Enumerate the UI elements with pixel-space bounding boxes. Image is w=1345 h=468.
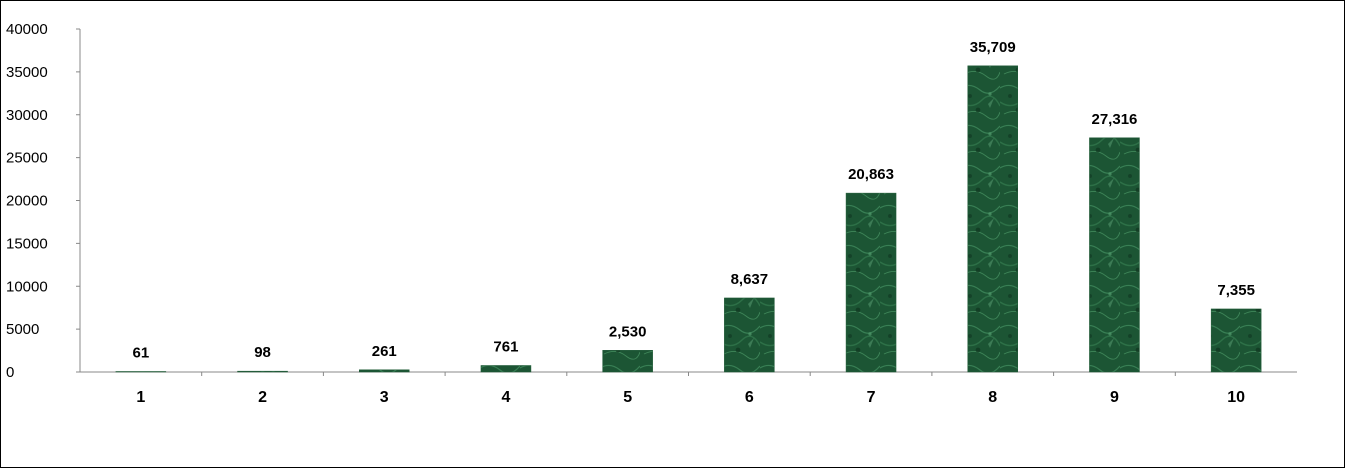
x-tick-label: 9 xyxy=(1110,389,1119,406)
x-tick-label: 6 xyxy=(745,389,754,406)
y-tick-label: 0 xyxy=(6,364,14,381)
bars xyxy=(115,65,1262,373)
data-label: 35,709 xyxy=(970,39,1016,56)
data-label: 20,863 xyxy=(848,166,894,183)
data-label: 8,637 xyxy=(731,271,769,288)
data-label: 27,316 xyxy=(1092,111,1138,128)
bar xyxy=(602,350,653,373)
bar xyxy=(1089,137,1140,373)
x-tick-label: 3 xyxy=(380,389,389,406)
y-tick-label: 40000 xyxy=(6,21,48,38)
data-label: 761 xyxy=(493,338,518,355)
y-tick-label: 10000 xyxy=(6,278,48,295)
bar xyxy=(845,192,897,373)
bar xyxy=(1210,308,1262,373)
y-tick-label: 25000 xyxy=(6,150,48,167)
x-tick-label: 4 xyxy=(501,389,510,406)
data-labels: 61 98 261 761 2,530 8,637 20,863 35,709 27,316 7,… xyxy=(133,39,1255,362)
bar xyxy=(359,369,410,373)
x-tick-label: 7 xyxy=(867,389,876,406)
data-label: 61 xyxy=(133,344,150,361)
x-ticks: 1 2 3 4 5 6 7 8 9 10 xyxy=(136,372,1245,406)
data-label: 261 xyxy=(372,343,397,360)
data-label: 7,355 xyxy=(1217,282,1255,299)
x-tick-label: 10 xyxy=(1227,389,1245,406)
bar xyxy=(967,65,1018,373)
data-label: 98 xyxy=(254,344,271,361)
bar xyxy=(115,371,167,373)
y-tick-label: 35000 xyxy=(6,64,48,81)
x-tick-label: 8 xyxy=(988,389,997,406)
bar xyxy=(237,370,288,373)
x-tick-label: 2 xyxy=(258,389,267,406)
data-label: 2,530 xyxy=(609,323,647,340)
y-tick-label: 30000 xyxy=(6,107,48,124)
x-tick-label: 1 xyxy=(136,389,145,406)
bar xyxy=(480,365,532,373)
y-tick-label: 15000 xyxy=(6,235,48,252)
y-tick-label: 5000 xyxy=(6,321,39,338)
y-tick-label: 20000 xyxy=(6,193,48,210)
y-ticks: 0 5000 10000 15000 20000 25000 30000 35000 40000 xyxy=(6,21,80,381)
bar xyxy=(724,297,775,373)
x-tick-label: 5 xyxy=(623,389,632,406)
